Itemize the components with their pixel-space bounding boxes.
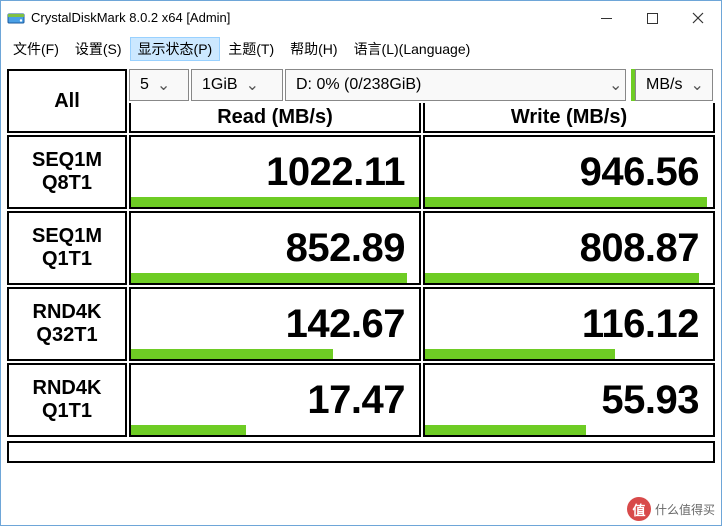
minimize-button[interactable] bbox=[583, 1, 629, 35]
read-value: 17.47 bbox=[307, 378, 405, 423]
write-value: 55.93 bbox=[601, 378, 699, 423]
table-row: RND4K Q32T1 142.67 116.12 bbox=[7, 287, 715, 361]
seq1m-q1t1-button[interactable]: SEQ1M Q1T1 bbox=[7, 211, 127, 285]
unit-value: MB/s bbox=[646, 76, 682, 94]
menu-help[interactable]: 帮助(H) bbox=[282, 37, 345, 61]
read-cell: 142.67 bbox=[129, 287, 421, 361]
menu-file[interactable]: 文件(F) bbox=[5, 37, 67, 61]
row-label-line1: RND4K bbox=[33, 301, 102, 324]
write-value: 946.56 bbox=[580, 150, 699, 195]
column-header-read: Read (MB/s) bbox=[129, 103, 421, 133]
table-row: SEQ1M Q1T1 852.89 808.87 bbox=[7, 211, 715, 285]
menubar: 文件(F) 设置(S) 显示状态(P) 主题(T) 帮助(H) 语言(L)(La… bbox=[1, 35, 721, 63]
row-label-line2: Q1T1 bbox=[42, 400, 92, 423]
test-size-select[interactable]: 1GiB ⌄ bbox=[191, 69, 283, 101]
read-cell: 1022.11 bbox=[129, 135, 421, 209]
write-cell: 808.87 bbox=[423, 211, 715, 285]
write-bar bbox=[425, 425, 586, 435]
read-cell: 852.89 bbox=[129, 211, 421, 285]
write-value: 808.87 bbox=[580, 226, 699, 271]
drive-select[interactable]: D: 0% (0/238GiB) ⌄ bbox=[285, 69, 626, 101]
all-button[interactable]: All bbox=[7, 69, 127, 133]
window-title: CrystalDiskMark 8.0.2 x64 [Admin] bbox=[31, 10, 583, 26]
read-value: 142.67 bbox=[286, 302, 405, 347]
read-value: 852.89 bbox=[286, 226, 405, 271]
test-count-select[interactable]: 5 ⌄ bbox=[129, 69, 189, 101]
table-row: RND4K Q1T1 17.47 55.93 bbox=[7, 363, 715, 437]
row-label-line2: Q8T1 bbox=[42, 172, 92, 195]
write-bar bbox=[425, 349, 615, 359]
write-value: 116.12 bbox=[582, 302, 699, 347]
row-label-line1: RND4K bbox=[33, 377, 102, 400]
menu-language[interactable]: 语言(L)(Language) bbox=[346, 37, 479, 61]
seq1m-q8t1-button[interactable]: SEQ1M Q8T1 bbox=[7, 135, 127, 209]
write-bar bbox=[425, 197, 707, 207]
read-bar bbox=[131, 425, 246, 435]
unit-select[interactable]: MB/s ⌄ bbox=[635, 69, 713, 101]
read-bar bbox=[131, 349, 333, 359]
status-bar bbox=[7, 441, 715, 463]
chevron-down-icon: ⌄ bbox=[609, 75, 619, 95]
write-cell: 116.12 bbox=[423, 287, 715, 361]
table-row: SEQ1M Q8T1 1022.11 946.56 bbox=[7, 135, 715, 209]
results-grid: SEQ1M Q8T1 1022.11 946.56 SEQ1M Q1T1 852… bbox=[7, 135, 715, 437]
chevron-down-icon: ⌄ bbox=[246, 75, 256, 95]
read-cell: 17.47 bbox=[129, 363, 421, 437]
drive-value: D: 0% (0/238GiB) bbox=[296, 76, 421, 94]
watermark-text: 什么值得买 bbox=[655, 501, 715, 518]
read-bar bbox=[131, 273, 407, 283]
test-size-value: 1GiB bbox=[202, 76, 238, 94]
watermark-icon: 值 bbox=[627, 497, 651, 521]
app-icon bbox=[7, 9, 25, 27]
write-cell: 946.56 bbox=[423, 135, 715, 209]
menu-theme[interactable]: 主题(T) bbox=[220, 37, 282, 61]
rnd4k-q1t1-button[interactable]: RND4K Q1T1 bbox=[7, 363, 127, 437]
row-label-line2: Q1T1 bbox=[42, 248, 92, 271]
menu-settings[interactable]: 设置(S) bbox=[67, 37, 130, 61]
read-bar bbox=[131, 197, 419, 207]
chevron-down-icon: ⌄ bbox=[690, 75, 700, 95]
chevron-down-icon: ⌄ bbox=[157, 75, 167, 95]
window-buttons bbox=[583, 1, 721, 35]
menu-status[interactable]: 显示状态(P) bbox=[130, 37, 221, 61]
read-value: 1022.11 bbox=[266, 150, 405, 195]
row-label-line1: SEQ1M bbox=[32, 149, 102, 172]
rnd4k-q32t1-button[interactable]: RND4K Q32T1 bbox=[7, 287, 127, 361]
close-button[interactable] bbox=[675, 1, 721, 35]
watermark: 值 什么值得买 bbox=[627, 497, 715, 521]
test-count-value: 5 bbox=[140, 76, 149, 94]
row-label-line2: Q32T1 bbox=[36, 324, 97, 347]
maximize-button[interactable] bbox=[629, 1, 675, 35]
titlebar: CrystalDiskMark 8.0.2 x64 [Admin] bbox=[1, 1, 721, 35]
column-header-write: Write (MB/s) bbox=[423, 103, 715, 133]
write-cell: 55.93 bbox=[423, 363, 715, 437]
row-label-line1: SEQ1M bbox=[32, 225, 102, 248]
write-bar bbox=[425, 273, 699, 283]
